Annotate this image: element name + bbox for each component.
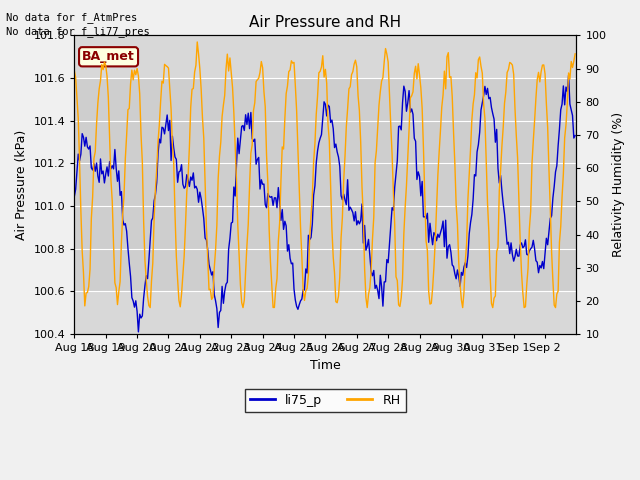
Y-axis label: Air Pressure (kPa): Air Pressure (kPa) bbox=[15, 130, 28, 240]
Text: BA_met: BA_met bbox=[82, 50, 135, 63]
Legend: li75_p, RH: li75_p, RH bbox=[245, 389, 406, 411]
Text: No data for f_li77_pres: No data for f_li77_pres bbox=[6, 26, 150, 37]
X-axis label: Time: Time bbox=[310, 359, 340, 372]
Title: Air Pressure and RH: Air Pressure and RH bbox=[250, 15, 401, 30]
Y-axis label: Relativity Humidity (%): Relativity Humidity (%) bbox=[612, 112, 625, 257]
Text: No data for f_AtmPres: No data for f_AtmPres bbox=[6, 12, 138, 23]
Bar bbox=[74, 78, 577, 291]
